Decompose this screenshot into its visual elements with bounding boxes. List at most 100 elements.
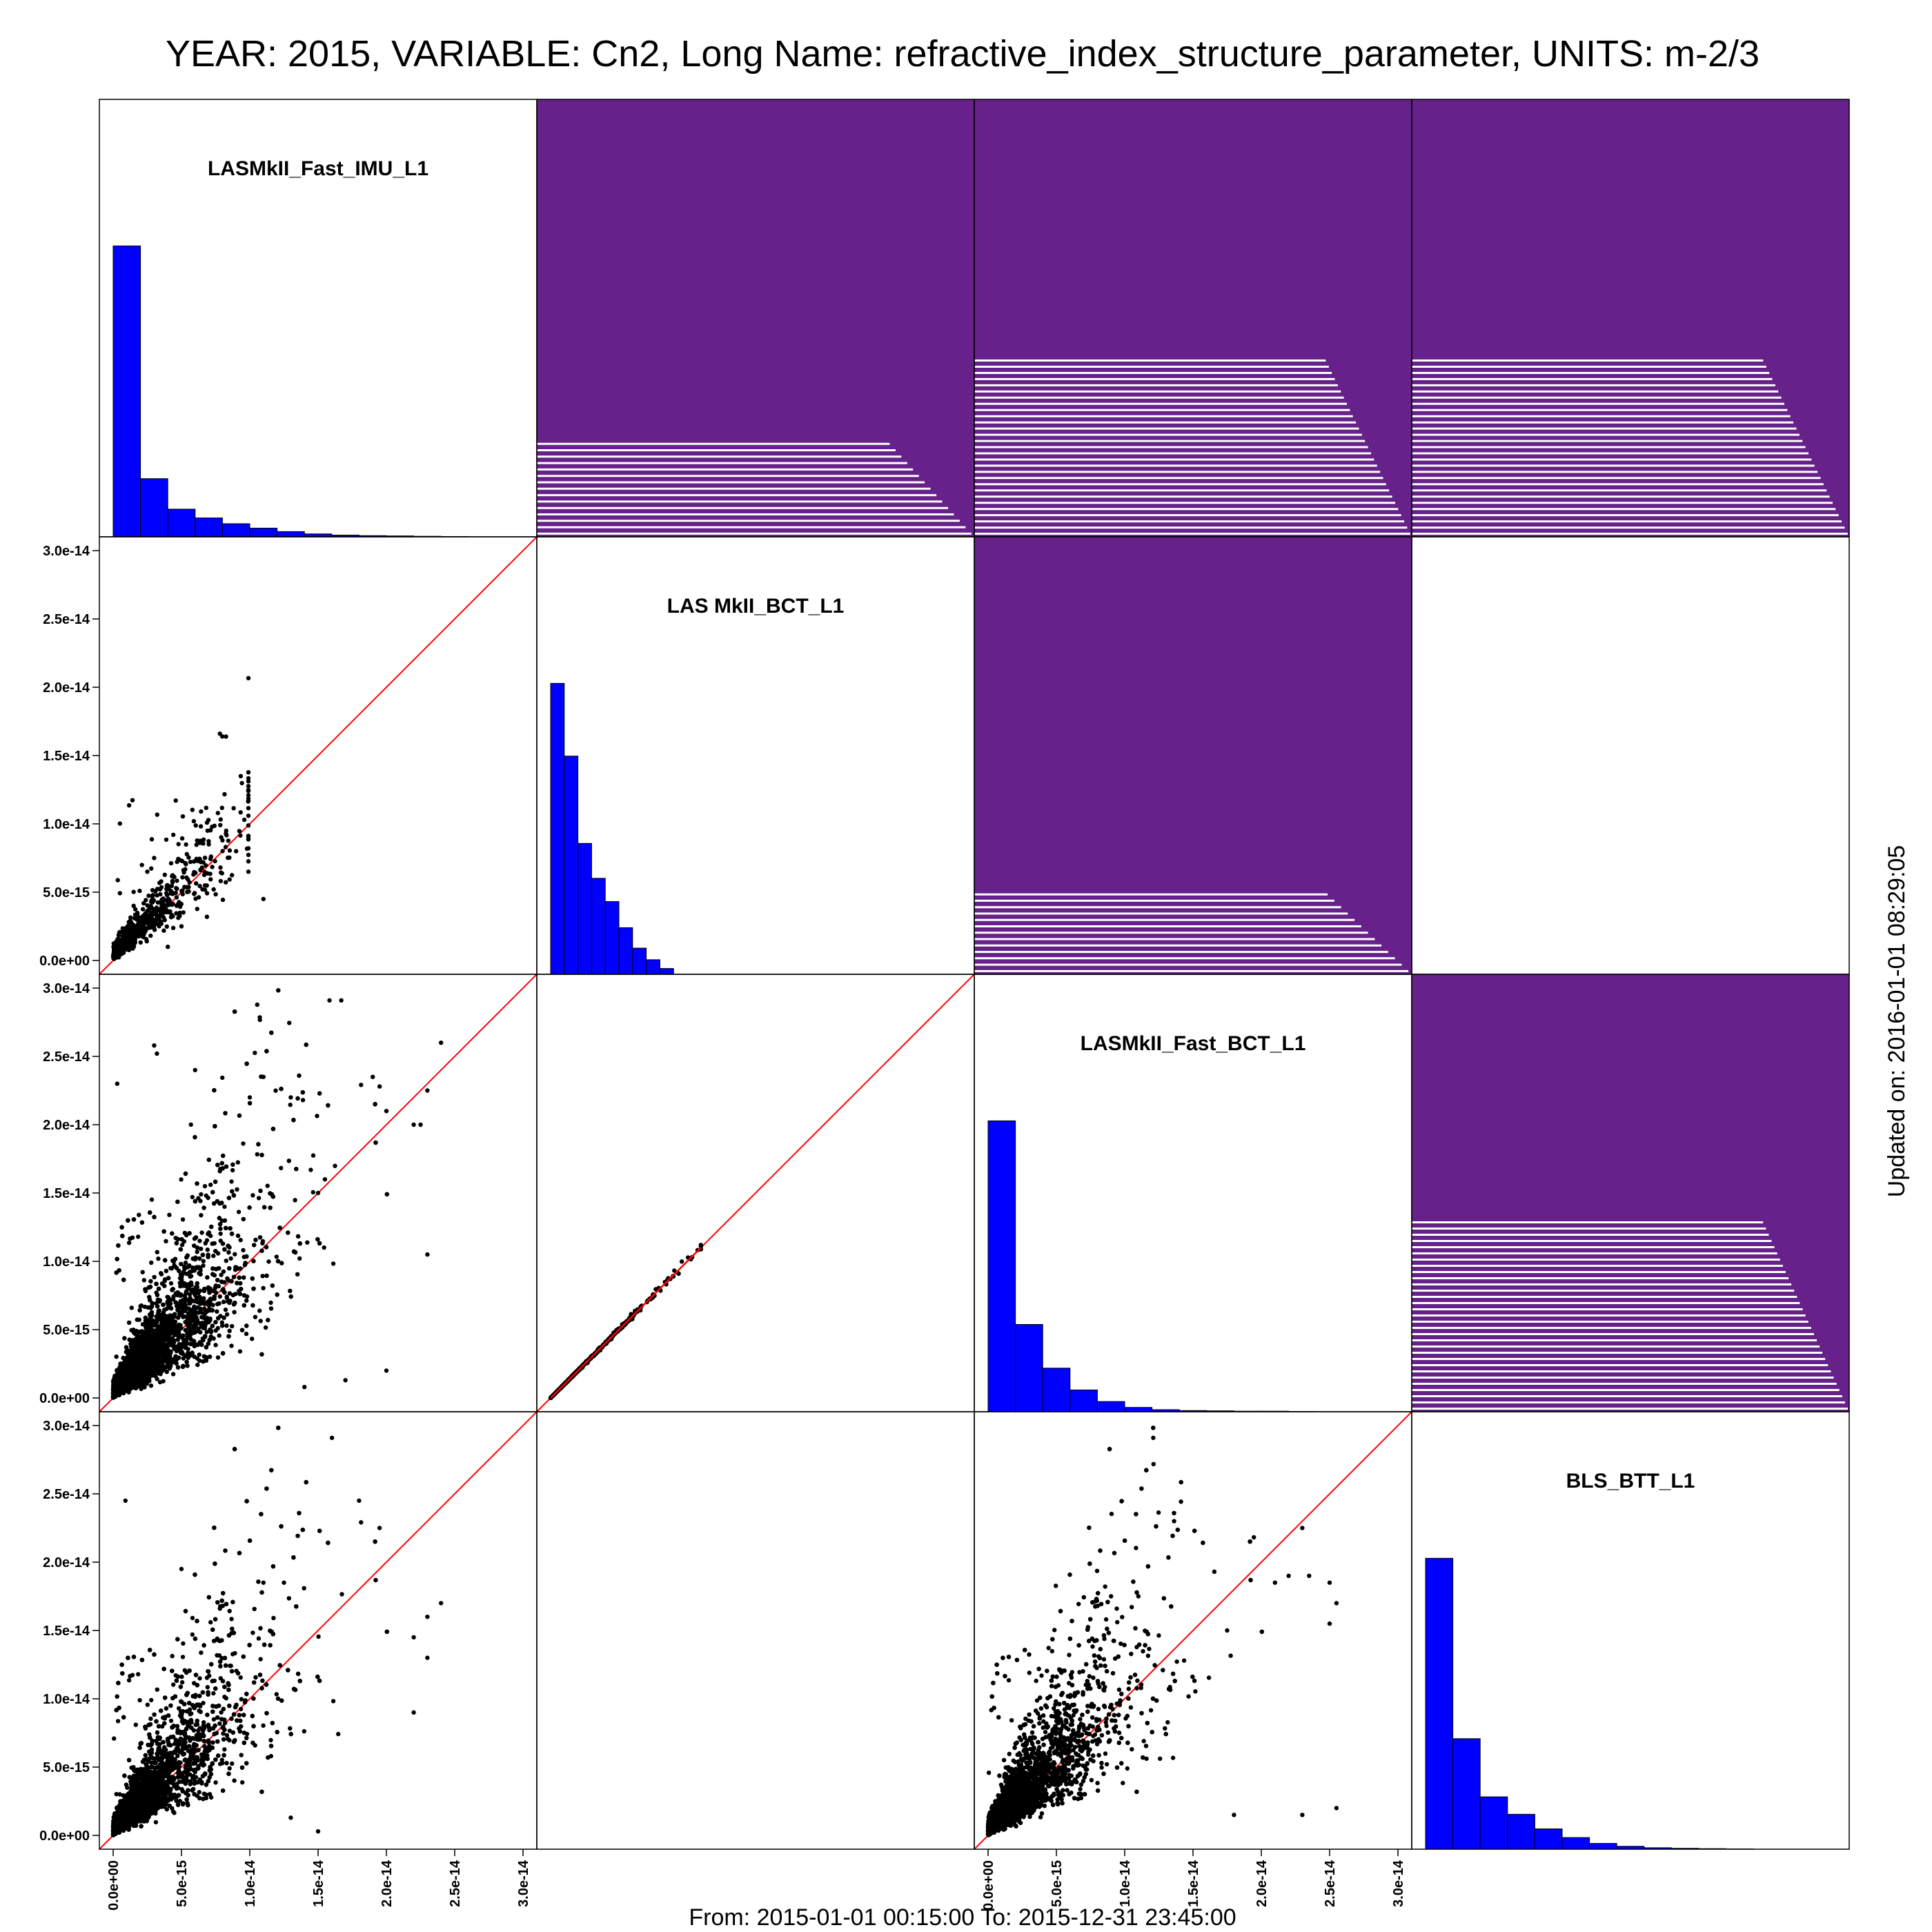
data-point	[244, 1331, 249, 1337]
coverage-fill	[974, 537, 1412, 974]
histogram-bar	[1534, 1828, 1563, 1850]
data-point	[184, 875, 189, 880]
histogram-bar	[604, 901, 620, 975]
data-point	[241, 817, 247, 822]
data-point	[174, 911, 179, 916]
data-point	[221, 1153, 226, 1159]
data-point	[237, 1275, 241, 1280]
data-point	[261, 896, 266, 902]
data-point	[227, 855, 232, 860]
data-point	[310, 1153, 316, 1158]
data-point	[206, 1157, 211, 1163]
data-point	[139, 862, 144, 867]
data-point	[111, 956, 116, 960]
data-point	[199, 1230, 204, 1235]
data-point	[115, 936, 120, 942]
data-point	[222, 1218, 228, 1223]
data-point	[166, 887, 171, 891]
data-point	[211, 887, 216, 892]
data-point	[148, 933, 153, 938]
data-point	[169, 889, 175, 895]
data-point	[234, 849, 239, 854]
data-point	[219, 871, 224, 876]
data-point	[174, 903, 179, 908]
data-point	[297, 1256, 302, 1261]
data-point	[184, 862, 188, 867]
data-point	[206, 1195, 210, 1201]
data-point	[150, 920, 155, 925]
data-point	[131, 903, 136, 909]
data-point	[204, 1238, 210, 1243]
data-point	[201, 1259, 206, 1263]
data-point	[202, 869, 207, 875]
histogram-bar	[1042, 1368, 1071, 1412]
data-point	[186, 885, 191, 889]
data-point	[149, 898, 154, 903]
data-point	[198, 1199, 203, 1203]
data-point	[117, 891, 122, 896]
data-point	[205, 1248, 210, 1252]
data-point	[182, 885, 187, 889]
data-point	[220, 1075, 225, 1081]
data-point	[142, 912, 147, 917]
data-point	[232, 1310, 237, 1314]
data-point	[190, 807, 195, 812]
coverage-panel	[1412, 99, 1849, 537]
data-point	[114, 1354, 119, 1359]
data-point	[149, 866, 154, 871]
data-point	[255, 1152, 259, 1157]
data-point	[218, 1231, 223, 1236]
data-point	[135, 1317, 139, 1322]
histogram-bar	[1070, 1389, 1098, 1412]
data-point	[150, 894, 155, 899]
data-point	[257, 1235, 263, 1240]
data-point	[219, 1272, 224, 1277]
data-point	[227, 1291, 233, 1296]
data-point	[200, 887, 205, 892]
data-point	[246, 789, 251, 793]
histogram-bar	[195, 518, 223, 538]
data-point	[158, 891, 163, 897]
data-point	[180, 875, 185, 880]
data-point	[155, 887, 160, 891]
data-point	[141, 1278, 146, 1283]
data-point	[206, 842, 211, 847]
data-point	[194, 842, 199, 847]
data-point	[273, 1088, 278, 1093]
data-point	[159, 885, 164, 890]
data-point	[191, 818, 197, 824]
data-point	[137, 888, 142, 894]
data-point	[236, 1210, 241, 1214]
data-point	[218, 878, 224, 884]
data-point	[224, 1259, 228, 1263]
histogram-bar	[1425, 1557, 1454, 1850]
data-point	[222, 791, 227, 797]
data-point	[256, 1196, 262, 1201]
data-point	[137, 1212, 141, 1217]
data-point	[119, 946, 125, 951]
data-point	[115, 878, 120, 883]
data-point	[241, 1141, 246, 1146]
data-point	[218, 817, 223, 822]
data-point	[123, 935, 128, 940]
data-point	[315, 1236, 320, 1242]
data-point	[229, 1343, 234, 1348]
data-point	[164, 1239, 168, 1244]
data-point	[255, 1002, 259, 1007]
data-point	[246, 770, 251, 775]
data-point	[208, 877, 213, 882]
data-point	[144, 939, 149, 944]
data-point	[176, 842, 181, 847]
data-point	[238, 1238, 243, 1243]
histogram-bar	[277, 531, 305, 538]
data-point	[126, 1241, 132, 1245]
data-point	[190, 1194, 195, 1200]
data-point	[184, 842, 188, 847]
variable-label: LASMkII_Fast_IMU_L1	[208, 157, 428, 180]
data-point	[213, 858, 217, 864]
data-point	[241, 1216, 246, 1222]
data-point	[231, 806, 236, 811]
data-point	[150, 887, 155, 893]
data-point	[174, 886, 179, 891]
